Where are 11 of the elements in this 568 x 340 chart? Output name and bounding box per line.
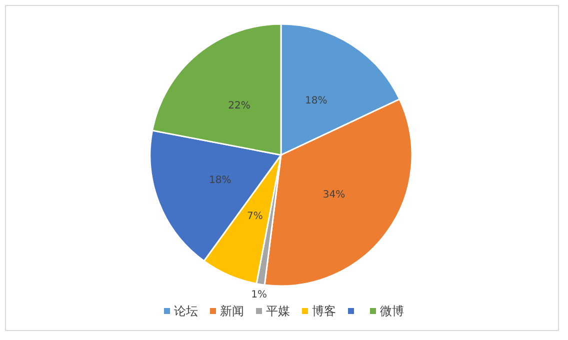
legend-label: 新闻	[220, 304, 244, 318]
data-label: 18%	[208, 175, 232, 186]
data-label: 7%	[247, 211, 263, 222]
legend-label: 论坛	[174, 304, 198, 318]
data-label: 22%	[228, 100, 250, 112]
data-label: 34%	[322, 190, 346, 200]
data-label: 18%	[304, 96, 328, 107]
legend-label: 博客	[312, 304, 336, 318]
legend-label: 平媒	[266, 304, 290, 318]
data-label: 1%	[251, 289, 268, 300]
legend-label: 微博	[380, 304, 404, 318]
